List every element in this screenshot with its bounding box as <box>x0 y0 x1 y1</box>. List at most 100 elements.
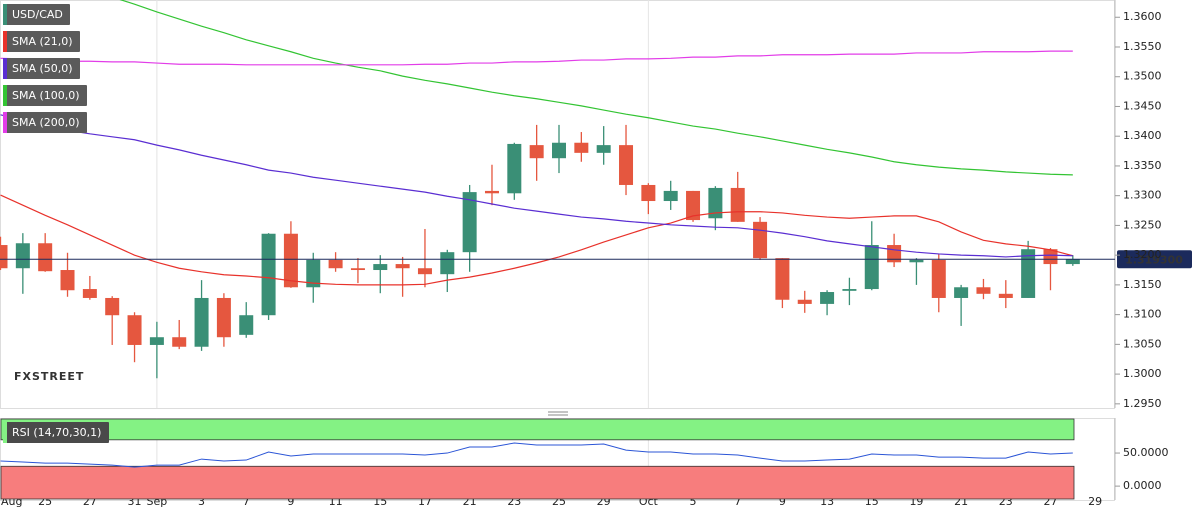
candle-body <box>194 297 209 347</box>
y-tick-label: 0.0000 <box>1123 479 1162 492</box>
candle-body <box>440 252 455 275</box>
candle-body <box>686 190 701 221</box>
candle-body <box>730 187 745 222</box>
watermark: FXSTREET <box>14 370 84 383</box>
y-tick-label: 1.3550 <box>1123 40 1162 53</box>
candle-body <box>708 187 723 219</box>
y-tick-label: 1.3300 <box>1123 189 1162 202</box>
candle-body <box>82 289 97 298</box>
legend-swatch <box>3 58 7 79</box>
candle-body <box>15 243 30 269</box>
legend-label: SMA (50,0) <box>12 62 73 75</box>
candle-body <box>552 142 566 159</box>
y-tick-label: 1.3050 <box>1123 337 1162 350</box>
legend-label: SMA (100,0) <box>12 89 80 102</box>
candle-body <box>0 245 8 269</box>
x-tick-label: 29 <box>1088 495 1102 508</box>
candle-body <box>261 233 276 316</box>
x-tick-label: 9 <box>287 495 294 508</box>
y-tick-label: 1.3200 <box>1123 248 1162 261</box>
legend-box <box>3 85 87 106</box>
legend-swatch <box>3 85 7 106</box>
legend-box <box>3 4 70 25</box>
candle-body <box>1065 259 1080 265</box>
candle-body <box>954 287 969 298</box>
candle-body <box>596 145 611 153</box>
x-tick-label: 7 <box>243 495 250 508</box>
candle-body <box>797 299 812 304</box>
candle-body <box>373 264 388 271</box>
candle-body <box>306 259 321 288</box>
legend-label: USD/CAD <box>12 8 63 21</box>
candle-body <box>283 233 298 288</box>
candle-body <box>395 264 410 269</box>
y-tick-label: 1.3450 <box>1123 99 1162 112</box>
legend-box <box>3 58 80 79</box>
candle-body <box>753 221 768 259</box>
candle-body <box>172 337 187 347</box>
candle-body <box>998 293 1013 298</box>
candle-body <box>216 297 231 338</box>
candle-body <box>484 190 499 194</box>
legend-label: SMA (21,0) <box>12 35 73 48</box>
x-tick-label: 3 <box>198 495 205 508</box>
candle-body <box>149 337 164 345</box>
candle-body <box>976 287 991 294</box>
legend-swatch <box>3 112 7 133</box>
candle-body <box>842 289 857 291</box>
sma-line <box>0 194 1073 286</box>
candle-body <box>864 245 879 290</box>
legend-label: RSI (14,70,30,1) <box>12 426 101 439</box>
legend-box <box>3 31 80 52</box>
sma-line <box>0 114 1073 258</box>
oversold-band <box>0 465 1075 500</box>
candle-body <box>38 243 53 272</box>
candle-body <box>417 268 432 275</box>
overbought-band <box>0 418 1075 441</box>
sma-line <box>119 0 1073 176</box>
candle-body <box>1043 249 1058 265</box>
candle-body <box>663 190 678 202</box>
y-tick-label: 1.3100 <box>1123 308 1162 321</box>
x-tick-label: 7 <box>734 495 741 508</box>
candle-body <box>909 259 924 263</box>
candle-body <box>105 297 120 316</box>
candle-body <box>60 270 75 291</box>
y-tick-label: 1.2950 <box>1123 397 1162 410</box>
candle-body <box>931 259 946 298</box>
y-tick-label: 1.3400 <box>1123 129 1162 142</box>
legend-swatch <box>3 422 7 443</box>
y-tick-label: 1.3150 <box>1123 278 1162 291</box>
y-tick-label: 1.3600 <box>1123 10 1162 23</box>
last-price-box <box>1117 250 1192 269</box>
candle-body <box>775 258 790 300</box>
rsi-line <box>0 442 1073 468</box>
candle-body <box>328 259 343 269</box>
x-tick-label: 5 <box>690 495 697 508</box>
sma-line <box>0 50 1073 66</box>
y-tick-label: 1.3500 <box>1123 70 1162 83</box>
y-tick-label: 50.0000 <box>1123 446 1169 459</box>
candle-body <box>820 292 835 304</box>
candle-body <box>1021 249 1036 298</box>
candle-body <box>529 145 544 159</box>
candle-body <box>574 142 589 153</box>
candle-body <box>641 184 656 202</box>
legend-box <box>3 422 109 443</box>
legend-swatch <box>3 4 7 25</box>
legend-box <box>3 112 87 133</box>
y-tick-label: 1.3000 <box>1123 367 1162 380</box>
legend-swatch <box>3 31 7 52</box>
y-tick-label: 1.3250 <box>1123 218 1162 231</box>
legend-label: SMA (200,0) <box>12 116 80 129</box>
last-price-label: 1.319300 <box>1125 253 1183 266</box>
candle-body <box>507 143 522 194</box>
candle-body <box>350 268 365 271</box>
y-tick-label: 1.3350 <box>1123 159 1162 172</box>
candle-body <box>619 145 634 185</box>
candle-body <box>127 315 142 345</box>
candle-body <box>462 192 477 253</box>
candle-body <box>239 315 254 335</box>
